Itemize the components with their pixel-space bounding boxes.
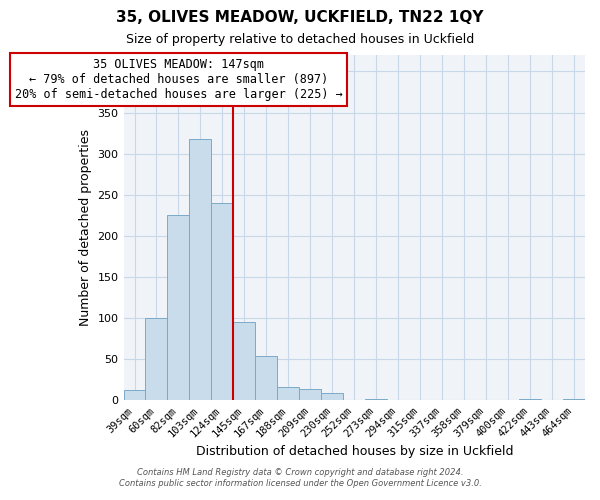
- Bar: [256, 356, 277, 401]
- Bar: [233, 322, 256, 400]
- Y-axis label: Number of detached properties: Number of detached properties: [79, 129, 92, 326]
- Bar: [124, 390, 145, 400]
- Text: Size of property relative to detached houses in Uckfield: Size of property relative to detached ho…: [126, 32, 474, 46]
- Bar: [519, 399, 541, 400]
- X-axis label: Distribution of detached houses by size in Uckfield: Distribution of detached houses by size …: [196, 444, 513, 458]
- Bar: [145, 318, 167, 400]
- Text: 35, OLIVES MEADOW, UCKFIELD, TN22 1QY: 35, OLIVES MEADOW, UCKFIELD, TN22 1QY: [116, 10, 484, 25]
- Bar: [563, 399, 585, 400]
- Bar: [211, 203, 233, 400]
- Bar: [277, 386, 299, 400]
- Bar: [167, 214, 190, 400]
- Bar: [299, 389, 321, 400]
- Text: Contains HM Land Registry data © Crown copyright and database right 2024.
Contai: Contains HM Land Registry data © Crown c…: [119, 468, 481, 487]
- Bar: [321, 393, 343, 400]
- Bar: [190, 139, 211, 400]
- Bar: [365, 399, 387, 400]
- Text: 35 OLIVES MEADOW: 147sqm
← 79% of detached houses are smaller (897)
20% of semi-: 35 OLIVES MEADOW: 147sqm ← 79% of detach…: [14, 58, 343, 101]
